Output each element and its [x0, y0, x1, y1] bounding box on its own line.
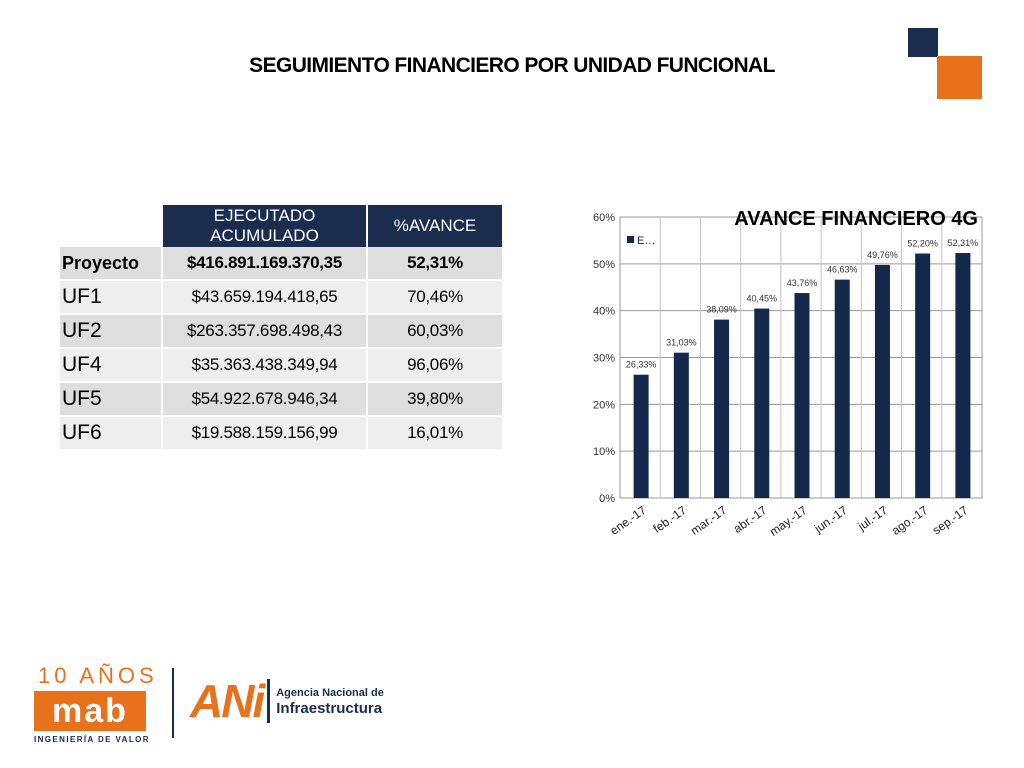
row-unit: UF5: [60, 382, 163, 417]
row-executed: $19.588.159.156,99: [162, 416, 368, 451]
row-executed: $263.357.698.498,43: [162, 314, 368, 349]
row-unit: UF4: [60, 348, 163, 383]
x-tick-label: feb.-17: [650, 503, 689, 536]
mab-wordmark: mab: [34, 691, 146, 731]
table-row: UF2 $263.357.698.498,43 60,03%: [60, 314, 502, 349]
legend-swatch: [627, 236, 634, 243]
bar: [915, 253, 931, 498]
table-row: UF4 $35.363.438.349,94 96,06%: [60, 348, 502, 383]
corner-square-navy: [908, 28, 938, 57]
bar: [874, 264, 890, 498]
table-row: UF1 $43.659.194.418,65 70,46%: [60, 280, 502, 315]
y-tick-label: 20%: [593, 399, 615, 411]
logo-divider: [172, 668, 174, 738]
ani-wordmark: ANi: [190, 675, 265, 727]
x-tick-label: abr.-17: [731, 503, 770, 536]
row-progress: 16,01%: [367, 416, 502, 451]
y-tick-label: 0%: [599, 493, 615, 505]
y-tick-label: 40%: [593, 306, 615, 318]
x-tick-label: may.-17: [767, 503, 810, 539]
table-header-executed: EJECUTADO ACUMULADO: [162, 205, 368, 247]
data-label: 26,33%: [626, 360, 657, 370]
bar: [794, 293, 810, 498]
row-unit: UF6: [60, 416, 163, 451]
data-label: 38,09%: [706, 305, 737, 315]
slide-title: SEGUIMIENTO FINANCIERO POR UNIDAD FUNCIO…: [249, 54, 775, 77]
y-tick-label: 30%: [593, 353, 615, 365]
bar: [955, 253, 971, 498]
ani-name-line2: Infraestructura: [276, 700, 383, 717]
x-tick-label: mar.-17: [688, 503, 730, 538]
x-tick-label: ene.-17: [607, 503, 649, 538]
row-executed: $43.659.194.418,65: [162, 280, 368, 315]
row-executed: $416.891.169.370,35: [162, 247, 368, 281]
bar: [673, 352, 689, 498]
financial-table: EJECUTADO ACUMULADO %AVANCE Proyecto $41…: [60, 205, 502, 451]
table-header-row: EJECUTADO ACUMULADO %AVANCE: [60, 205, 502, 247]
ani-name: Agencia Nacional de Infraestructura: [276, 686, 384, 716]
corner-square-orange: [937, 56, 982, 99]
data-label: 49,76%: [867, 250, 898, 260]
x-tick-label: jul.-17: [855, 503, 891, 534]
table-row: UF5 $54.922.678.946,34 39,80%: [60, 382, 502, 417]
data-label: 40,45%: [747, 294, 778, 304]
mab-years-text: 10 AÑOS: [38, 663, 158, 688]
mab-logo: 10 AÑOS mab INGENIERÍA DE VALOR: [34, 664, 158, 744]
bar: [834, 279, 850, 498]
data-label: 46,63%: [827, 265, 858, 275]
x-tick-label: sep.-17: [930, 503, 971, 538]
x-tick-label: jun.-17: [811, 503, 850, 536]
data-label: 52,31%: [948, 238, 979, 248]
data-label: 43,76%: [787, 278, 818, 288]
row-executed: $35.363.438.349,94: [162, 348, 368, 383]
row-unit: UF1: [60, 280, 163, 315]
row-progress: 39,80%: [367, 382, 502, 417]
table-header-progress: %AVANCE: [367, 205, 502, 247]
x-tick-label: ago.-17: [889, 503, 931, 538]
row-unit: UF2: [60, 314, 163, 349]
ani-name-line1: Agencia Nacional de: [276, 687, 384, 699]
mab-tagline: INGENIERÍA DE VALOR: [34, 735, 150, 744]
table-header-blank: [60, 205, 163, 247]
data-label: 31,03%: [666, 338, 697, 348]
row-progress: 70,46%: [367, 280, 502, 315]
chart-title: AVANCE FINANCIERO 4G: [734, 208, 978, 230]
data-label: 52,20%: [907, 239, 938, 249]
progress-bar-chart: 0% 10% 20% 30% 40% 50% 60% 26,33% ene.-17 31,03% f…: [593, 208, 983, 539]
bar: [754, 308, 770, 498]
bar: [633, 374, 649, 498]
row-progress: 96,06%: [367, 348, 502, 383]
legend-label: E…: [637, 235, 655, 247]
ani-logo: ANi Agencia Nacional de Infraestructura: [190, 676, 384, 726]
y-tick-label: 10%: [593, 446, 615, 458]
bar: [714, 319, 730, 498]
row-unit: Proyecto: [60, 247, 163, 281]
y-tick-label: 50%: [593, 259, 615, 271]
ani-separator: [267, 679, 271, 723]
y-tick-label: 60%: [593, 212, 615, 224]
row-progress: 60,03%: [367, 314, 502, 349]
row-executed: $54.922.678.946,34: [162, 382, 368, 417]
row-progress: 52,31%: [367, 247, 502, 281]
table-row: UF6 $19.588.159.156,99 16,01%: [60, 416, 502, 451]
table-row: Proyecto $416.891.169.370,35 52,31%: [60, 247, 502, 281]
